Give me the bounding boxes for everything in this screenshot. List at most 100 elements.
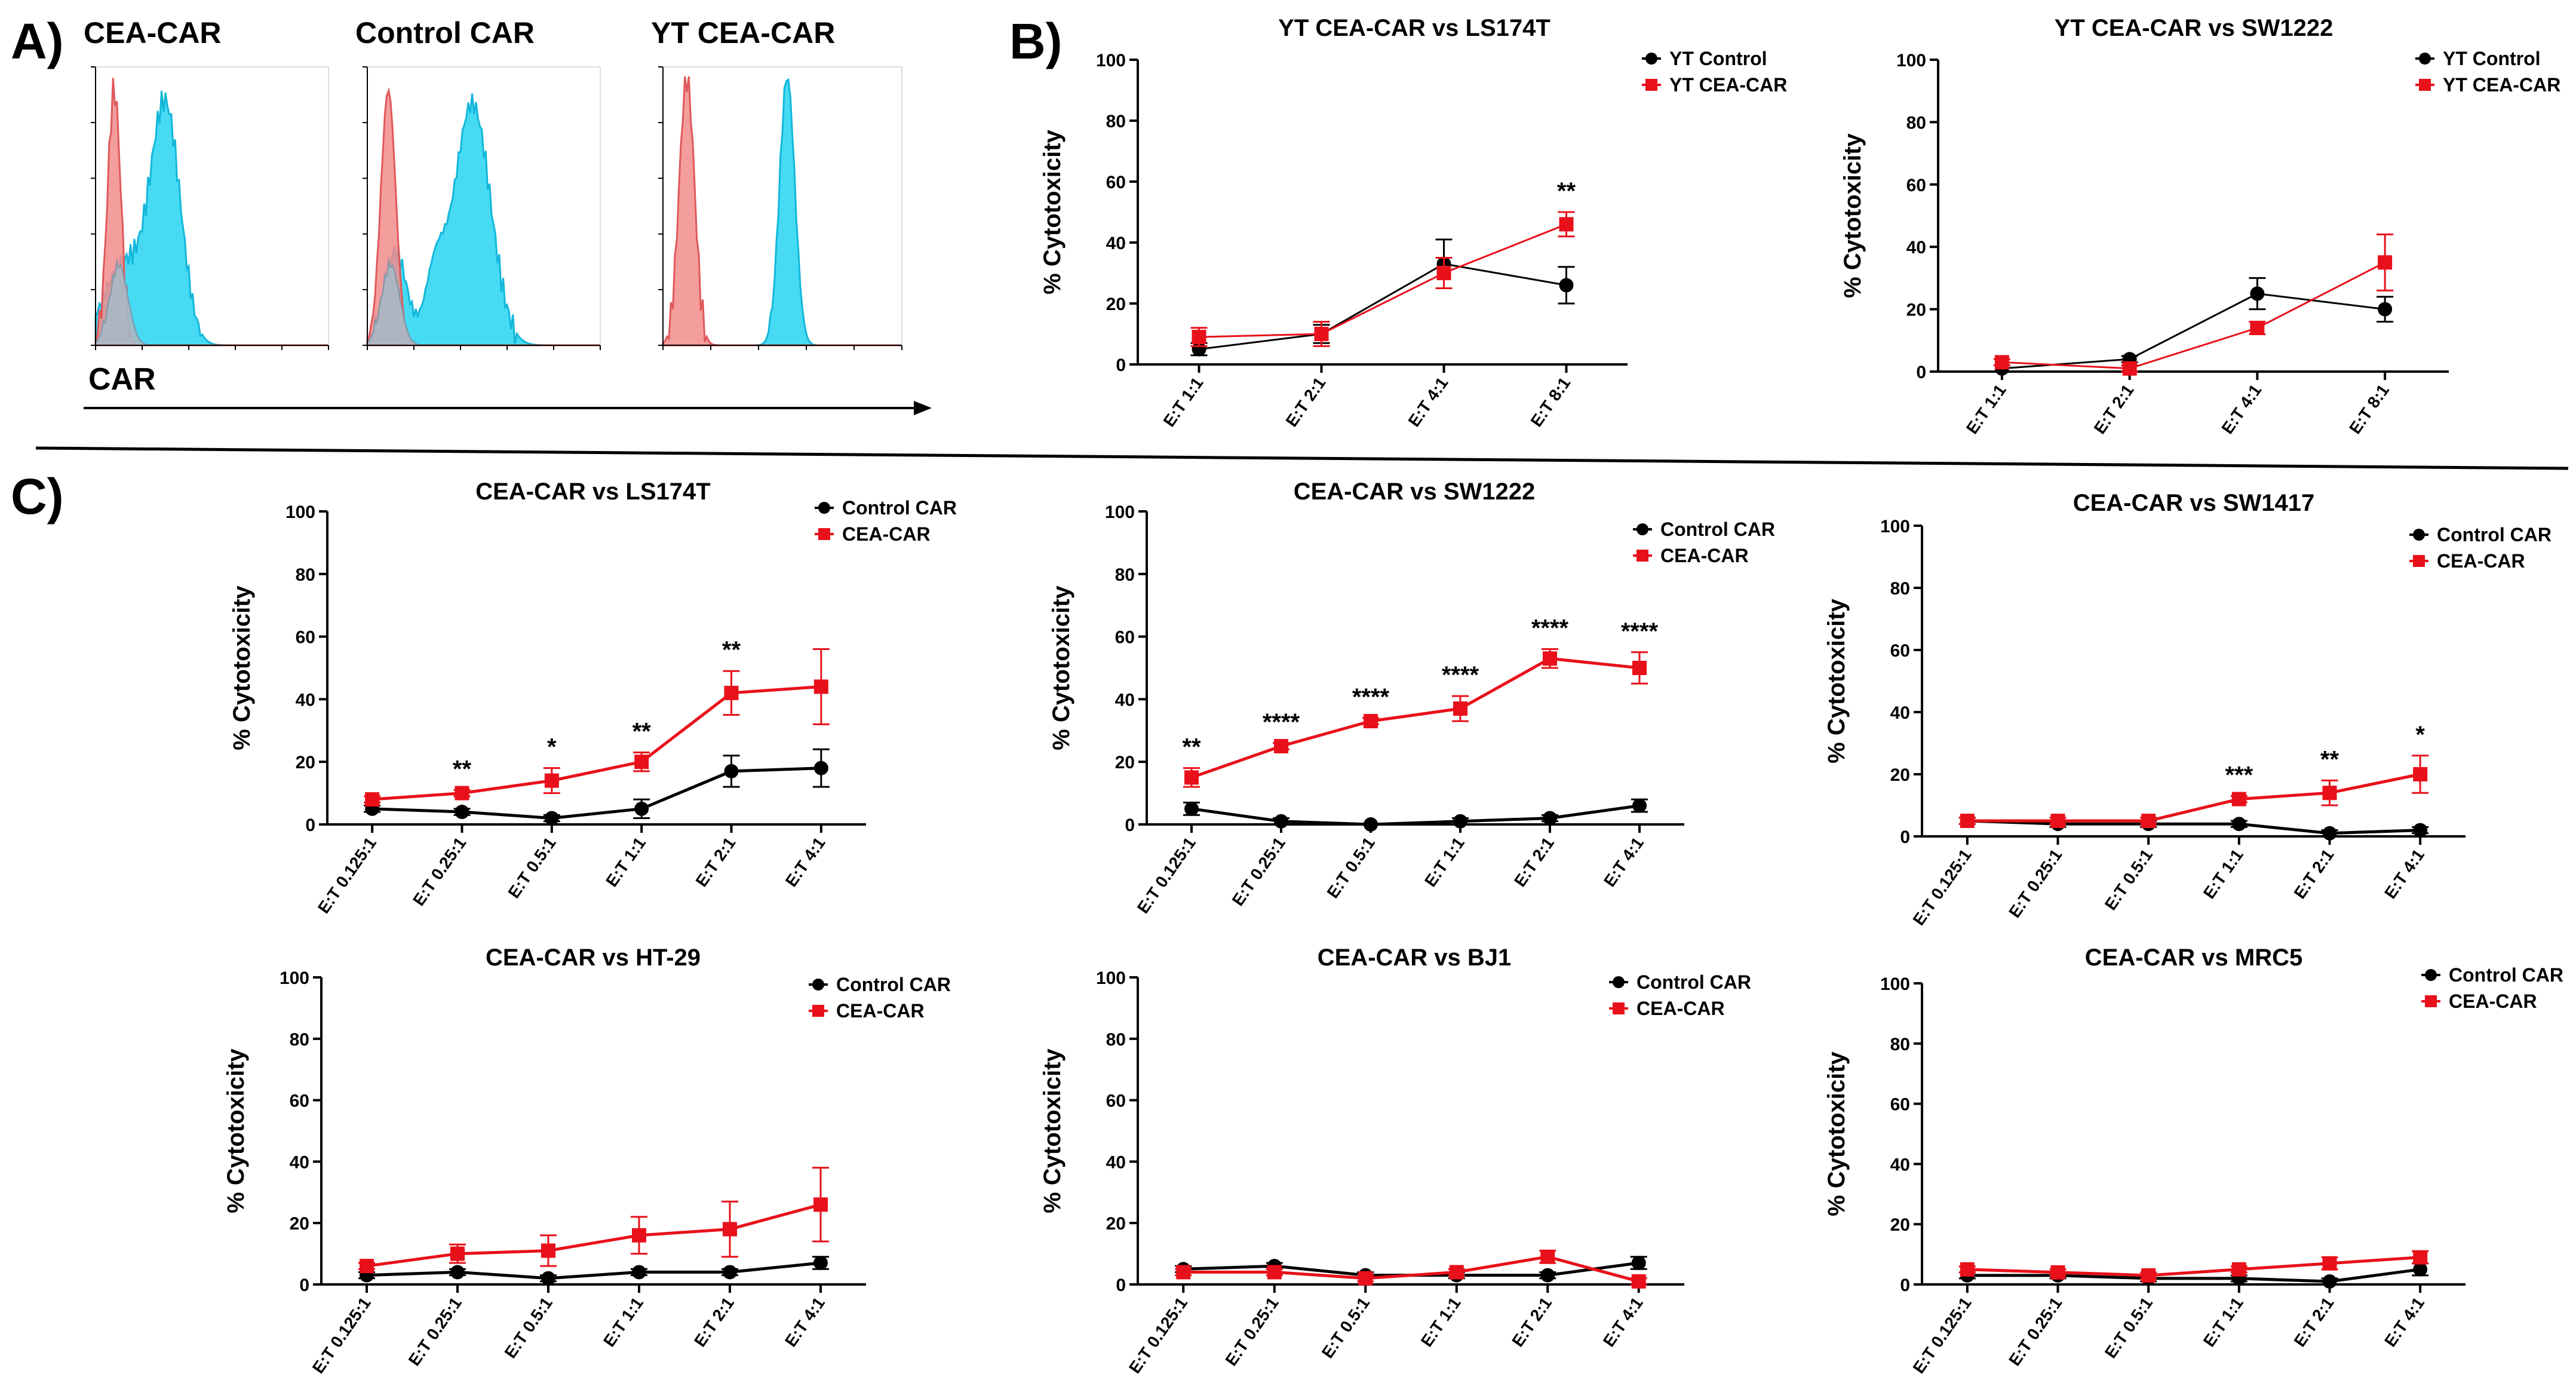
x-tick-label: E:T 0.125:1 — [1134, 834, 1199, 917]
data-point-circle — [1543, 811, 1557, 826]
legend-label: CEA-CAR — [1637, 998, 1725, 1019]
x-tick-label: E:T 0.5:1 — [504, 834, 559, 901]
x-tick-label: E:T 0.5:1 — [2101, 846, 2156, 913]
flow-histogram-title: Control CAR — [355, 16, 535, 50]
x-tick-label: E:T 2:1 — [1282, 374, 1329, 430]
y-tick-label: 0 — [1916, 363, 1926, 382]
data-point-square — [1994, 355, 2009, 370]
data-point-square — [360, 1259, 374, 1274]
legend-label: CEA-CAR — [1660, 545, 1749, 566]
chart-3: CEA-CAR vs LS174T 0 20 40 60 80 100 % Cytotoxic… — [229, 479, 957, 917]
legend-marker-square — [1613, 1002, 1625, 1014]
data-point-circle — [2322, 1274, 2337, 1289]
x-tick-label: E:T 2:1 — [1508, 1294, 1555, 1350]
panel-label-c: C) — [11, 468, 64, 525]
series-line — [2001, 261, 2385, 370]
y-tick-label: 40 — [1906, 238, 1926, 257]
x-tick-label: E:T 1:1 — [2200, 1294, 2247, 1350]
data-point-circle — [813, 1256, 828, 1271]
data-point-square — [1559, 217, 1574, 232]
data-point-square — [1960, 1262, 1975, 1277]
x-tick-label: E:T 0.25:1 — [405, 1294, 465, 1369]
y-axis-label: % Cytotoxicity — [1823, 598, 1850, 763]
x-tick-label: E:T 1:1 — [1421, 834, 1468, 890]
chart-6: CEA-CAR vs HT-29 0 20 40 60 80 100 % Cytotoxici… — [223, 945, 951, 1377]
data-point-circle — [1364, 817, 1378, 832]
chart-4: CEA-CAR vs SW1222 0 20 40 60 80 100 % Cytotoxic… — [1048, 479, 1775, 917]
x-tick-label: E:T 0.125:1 — [1909, 846, 1975, 929]
x-tick-label: E:T 1:1 — [1159, 374, 1206, 430]
data-point-square — [2413, 1250, 2428, 1265]
legend-label: YT Control — [2443, 48, 2541, 69]
x-tick-label: E:T 0.25:1 — [2005, 846, 2065, 921]
chart-title: YT CEA-CAR vs LS174T — [1278, 15, 1550, 41]
series-line — [1191, 657, 1640, 779]
flow-axis-arrow-head — [914, 401, 932, 415]
data-point-square — [365, 792, 380, 807]
data-point-square — [723, 1222, 737, 1237]
series-line — [372, 766, 821, 820]
y-tick-label: 80 — [1890, 1035, 1910, 1054]
data-point-square — [541, 1243, 555, 1258]
data-point-circle — [634, 801, 649, 816]
data-point-square — [2322, 786, 2337, 801]
data-point-square — [1274, 739, 1288, 753]
data-point-square — [2231, 1262, 2246, 1277]
legend-marker-circle — [812, 979, 824, 991]
y-tick-label: 60 — [296, 628, 315, 648]
x-tick-label: E:T 2:1 — [690, 1294, 738, 1350]
series-control-car — [1183, 798, 1648, 832]
data-point-square — [1176, 1265, 1191, 1280]
legend-label: Control CAR — [2449, 964, 2563, 986]
y-tick-label: 20 — [1115, 753, 1135, 772]
series-line — [1967, 1268, 2421, 1283]
significance-marker: **** — [1442, 662, 1479, 688]
series-cea-car — [1183, 648, 1648, 788]
x-tick-label: E:T 0.5:1 — [1324, 834, 1378, 901]
y-tick-label: 60 — [290, 1091, 309, 1111]
y-tick-label: 100 — [1096, 968, 1126, 988]
y-tick-label: 0 — [1900, 827, 1910, 847]
data-point-square — [1960, 814, 1975, 828]
x-tick-label: E:T 2:1 — [2090, 381, 2138, 437]
series-yt-cea-car — [1190, 211, 1575, 347]
data-point-square — [1364, 714, 1378, 729]
data-point-circle — [1559, 278, 1574, 293]
series-line — [2001, 292, 2385, 370]
x-tick-label: E:T 0.125:1 — [1909, 1294, 1975, 1377]
series-line — [1191, 804, 1640, 826]
panel-label-b: B) — [1009, 13, 1063, 69]
data-point-square — [813, 679, 828, 694]
data-point-circle — [450, 1265, 465, 1280]
legend-marker-square — [812, 1005, 824, 1017]
y-tick-label: 60 — [1906, 176, 1926, 195]
data-point-circle — [1540, 1268, 1555, 1283]
x-tick-label: E:T 1:1 — [600, 1294, 647, 1350]
chart-7: CEA-CAR vs BJ1 0 20 40 60 80 100 % Cytotoxicity… — [1039, 945, 1751, 1377]
y-tick-label: 80 — [1106, 1030, 1126, 1050]
data-point-square — [1453, 701, 1467, 716]
data-point-square — [1267, 1265, 1282, 1280]
x-tick-label: E:T 2:1 — [1510, 834, 1558, 890]
legend-label: YT CEA-CAR — [1669, 74, 1787, 96]
significance-marker: ** — [453, 756, 472, 782]
legend-marker-circle — [818, 502, 830, 514]
section-divider — [35, 446, 2569, 470]
x-tick-label: E:T 0.125:1 — [1125, 1294, 1191, 1377]
legend-marker-square — [818, 528, 830, 540]
data-point-square — [544, 773, 559, 788]
significance-marker: ** — [722, 637, 741, 663]
flow-histogram-2: Control CAR — [355, 16, 601, 350]
data-point-square — [2050, 814, 2065, 828]
y-axis-label: % Cytotoxicity — [1823, 1051, 1850, 1216]
y-tick-label: 0 — [1900, 1275, 1910, 1295]
x-tick-label: E:T 0.25:1 — [1221, 1294, 1282, 1369]
data-point-circle — [2322, 826, 2337, 841]
y-tick-label: 80 — [1890, 579, 1910, 599]
data-point-square — [2050, 1265, 2065, 1280]
x-tick-label: E:T 4:1 — [2218, 381, 2265, 437]
legend-label: Control CAR — [1660, 519, 1775, 540]
x-tick-label: E:T 2:1 — [2290, 846, 2337, 902]
data-point-square — [1449, 1265, 1464, 1280]
y-tick-label: 80 — [1106, 112, 1126, 131]
